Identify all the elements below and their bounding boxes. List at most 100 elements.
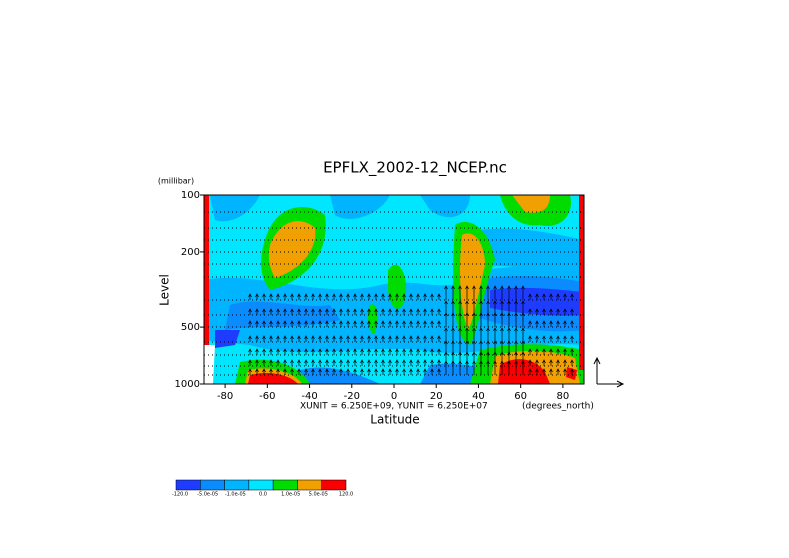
- vector-arrow: [283, 368, 287, 375]
- vector-arrow: [290, 335, 294, 342]
- vector-arrow: [248, 348, 252, 355]
- vector-arrow: [570, 335, 574, 342]
- vector-arrow: [297, 293, 301, 300]
- vector-arrow: [367, 359, 371, 366]
- vector-arrow: [395, 308, 399, 315]
- vector-arrow: [388, 320, 392, 327]
- vector-arrow: [304, 308, 308, 315]
- vector-arrow: [332, 308, 336, 315]
- vector-arrow: [374, 293, 378, 300]
- vector-arrow: [430, 359, 434, 366]
- vector-arrow: [542, 293, 546, 300]
- colorbar-box: [297, 479, 322, 491]
- vector-arrow: [374, 335, 378, 342]
- vector-arrow: [332, 359, 336, 366]
- x-tick-label: 20: [430, 391, 443, 402]
- vector-arrow: [339, 308, 343, 315]
- vector-arrow: [360, 368, 364, 375]
- vector-arrow: [556, 308, 560, 315]
- vector-arrow: [290, 368, 294, 375]
- vector-arrow: [262, 359, 266, 366]
- vector-arrow: [276, 320, 280, 327]
- vector-arrow: [402, 320, 406, 327]
- vector-arrow: [549, 293, 553, 300]
- vector-arrow: [570, 320, 574, 327]
- contour-field: [204, 195, 584, 384]
- vector-arrow: [472, 327, 476, 342]
- vector-arrow: [500, 285, 504, 300]
- x-tick-label: -80: [217, 391, 233, 402]
- vector-arrow: [563, 348, 567, 355]
- vector-arrow: [409, 348, 413, 355]
- colorbar-box: [321, 479, 347, 491]
- vector-arrow: [423, 368, 427, 375]
- vector-arrow: [493, 327, 497, 342]
- vector-arrow: [451, 360, 455, 375]
- vector-arrow: [430, 320, 434, 327]
- vector-arrow: [388, 308, 392, 315]
- x-axis-title: Latitude: [370, 413, 419, 427]
- vector-arrow: [486, 312, 490, 327]
- vector-arrow: [521, 312, 525, 327]
- vector-arrow: [381, 368, 385, 375]
- vector-arrow: [486, 360, 490, 375]
- vector-arrow: [416, 320, 420, 327]
- vector-arrow: [269, 293, 273, 300]
- vector-arrow: [262, 368, 266, 375]
- vector-arrow: [409, 308, 413, 315]
- vector-arrow: [325, 293, 329, 300]
- vector-arrow: [269, 320, 273, 327]
- x-tick-label: 80: [557, 391, 570, 402]
- vector-arrow: [472, 312, 476, 327]
- vector-arrow: [318, 335, 322, 342]
- vector-arrow: [472, 360, 476, 375]
- vector-arrow: [332, 320, 336, 327]
- y-axis-title: Level: [158, 274, 172, 306]
- vector-arrow: [458, 312, 462, 327]
- vector-arrow: [556, 320, 560, 327]
- vector-arrow: [290, 308, 294, 315]
- x-unit: (degrees_north): [522, 402, 594, 412]
- vector-arrow: [437, 320, 441, 327]
- vector-arrow: [276, 293, 280, 300]
- vector-arrow: [325, 368, 329, 375]
- vector-arrow: [409, 293, 413, 300]
- vector-arrow: [423, 335, 427, 342]
- vector-arrow: [409, 359, 413, 366]
- colorbar-label: -120.0: [172, 492, 188, 498]
- vector-arrow: [311, 320, 315, 327]
- colorbar-label: 5.0e-05: [309, 492, 328, 498]
- vector-arrow: [542, 359, 546, 366]
- vector-arrow: [549, 335, 553, 342]
- vector-arrow: [276, 359, 280, 366]
- vector-arrow: [423, 320, 427, 327]
- vector-arrow: [570, 293, 574, 300]
- vector-arrow: [276, 335, 280, 342]
- x-tick-label: 40: [472, 391, 485, 402]
- vector-arrow: [360, 308, 364, 315]
- vector-arrow: [458, 327, 462, 342]
- vector-arrow: [332, 348, 336, 355]
- vector-arrow: [479, 312, 483, 327]
- vector-arrow: [374, 368, 378, 375]
- vector-arrow: [409, 335, 413, 342]
- vector-arrow: [507, 285, 511, 300]
- vector-arrow: [493, 312, 497, 327]
- vector-arrow: [276, 368, 280, 375]
- vector-arrow: [402, 348, 406, 355]
- vector-arrow: [535, 368, 539, 375]
- vector-arrow: [556, 359, 560, 366]
- vector-arrow: [542, 335, 546, 342]
- vector-arrow: [542, 368, 546, 375]
- x-tick-label: -40: [301, 391, 317, 402]
- vector-arrow: [311, 368, 315, 375]
- vector-arrow: [304, 359, 308, 366]
- vector-arrow: [556, 348, 560, 355]
- vector-arrow: [283, 348, 287, 355]
- vector-arrow: [248, 359, 252, 366]
- vector-arrow: [563, 359, 567, 366]
- vector-arrow: [528, 320, 532, 327]
- vector-arrow: [402, 368, 406, 375]
- vector-arrow: [262, 308, 266, 315]
- vector-arrow: [367, 368, 371, 375]
